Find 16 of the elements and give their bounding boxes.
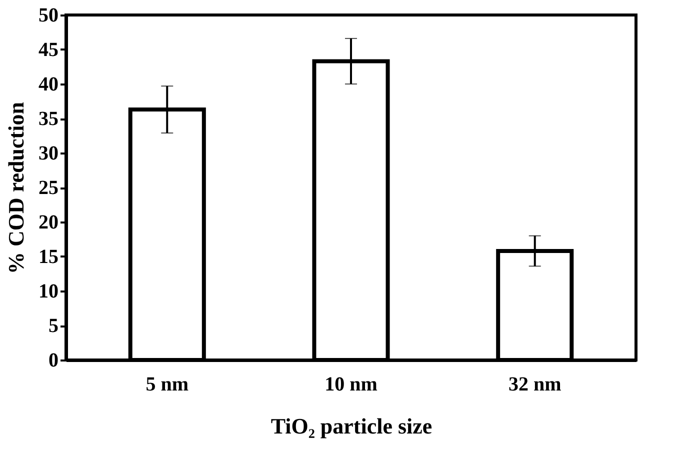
x-axis-title: TiO₂ particle size	[270, 414, 432, 438]
y-tick-label: 35	[38, 108, 58, 130]
y-axis-title: % COD reduction	[4, 102, 28, 274]
y-tick-label: 0	[48, 350, 58, 372]
y-tick-label: 5	[48, 315, 58, 337]
x-tick-label: 5 nm	[146, 374, 189, 396]
y-tick-label: 25	[38, 177, 58, 199]
y-tick-label: 10	[38, 280, 58, 302]
x-tick-label: 10 nm	[324, 374, 378, 396]
y-tick-label: 15	[38, 246, 58, 268]
y-tick-label: 20	[38, 212, 58, 234]
y-tick-label: 30	[38, 142, 58, 164]
y-tick-label: 45	[38, 39, 58, 61]
y-tick-label: 40	[38, 74, 58, 96]
y-tick-label: 50	[38, 4, 58, 26]
x-tick-label: 32 nm	[508, 374, 562, 396]
